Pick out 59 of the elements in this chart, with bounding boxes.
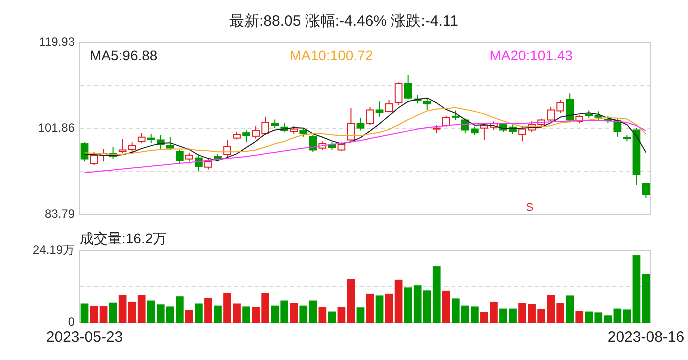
candlestick [166, 136, 174, 151]
bar [356, 308, 365, 324]
bar [109, 302, 118, 324]
bar [90, 306, 98, 324]
bar [576, 311, 584, 324]
text: MA10:100.72 [290, 48, 374, 64]
candlestick [642, 182, 650, 199]
candlestick [195, 155, 203, 172]
y-tick-label: 83.79 [44, 207, 76, 222]
bar [385, 294, 394, 324]
bar [186, 310, 194, 324]
chart-title: 成交量:16.2万 [80, 230, 168, 247]
bar [632, 256, 641, 324]
candlestick [204, 158, 212, 170]
bar [318, 307, 327, 324]
chart-title: 最新:88.05 涨幅:-4.46% 涨跌:-4.11 [230, 12, 458, 30]
bar [642, 274, 650, 324]
bar [366, 294, 374, 324]
bar [394, 280, 403, 324]
y-tick-label: 119.93 [39, 35, 76, 50]
text: MA20:101.43 [490, 48, 574, 64]
annotation: S [526, 202, 534, 214]
candlestick [423, 98, 432, 111]
bar [614, 308, 622, 324]
bar [290, 303, 298, 324]
candlestick [442, 115, 450, 128]
bar [347, 279, 356, 324]
candlestick [385, 100, 394, 114]
candlestick [394, 82, 403, 106]
bar [242, 306, 250, 324]
bar [376, 296, 384, 324]
y-tick-label: 24.19万 [32, 243, 75, 258]
bar [214, 306, 222, 324]
candlestick [404, 74, 412, 100]
candlestick [176, 149, 184, 165]
candlestick [452, 110, 460, 121]
text: MA5:96.88 [90, 48, 158, 64]
y-tick-label: 101.86 [38, 121, 76, 136]
candlestick [90, 152, 98, 166]
candlestick [366, 106, 374, 126]
bar [566, 296, 574, 324]
candlestick [376, 101, 384, 118]
candlestick [356, 118, 365, 132]
x-tick-label: 2023-05-23 [46, 329, 124, 346]
bar [338, 307, 346, 324]
candlestick [242, 130, 250, 144]
bar [195, 304, 203, 324]
candlestick [309, 134, 318, 153]
bar [442, 290, 450, 324]
bar [100, 306, 108, 324]
candlestick [138, 132, 146, 144]
candlestick [224, 140, 232, 159]
bar [623, 310, 632, 324]
bar [80, 304, 89, 324]
bar [204, 298, 212, 324]
x-tick-label: 2023-08-16 [608, 329, 685, 346]
bar [328, 312, 336, 324]
candlestick [80, 142, 89, 162]
y-tick-label: 0 [68, 315, 76, 330]
